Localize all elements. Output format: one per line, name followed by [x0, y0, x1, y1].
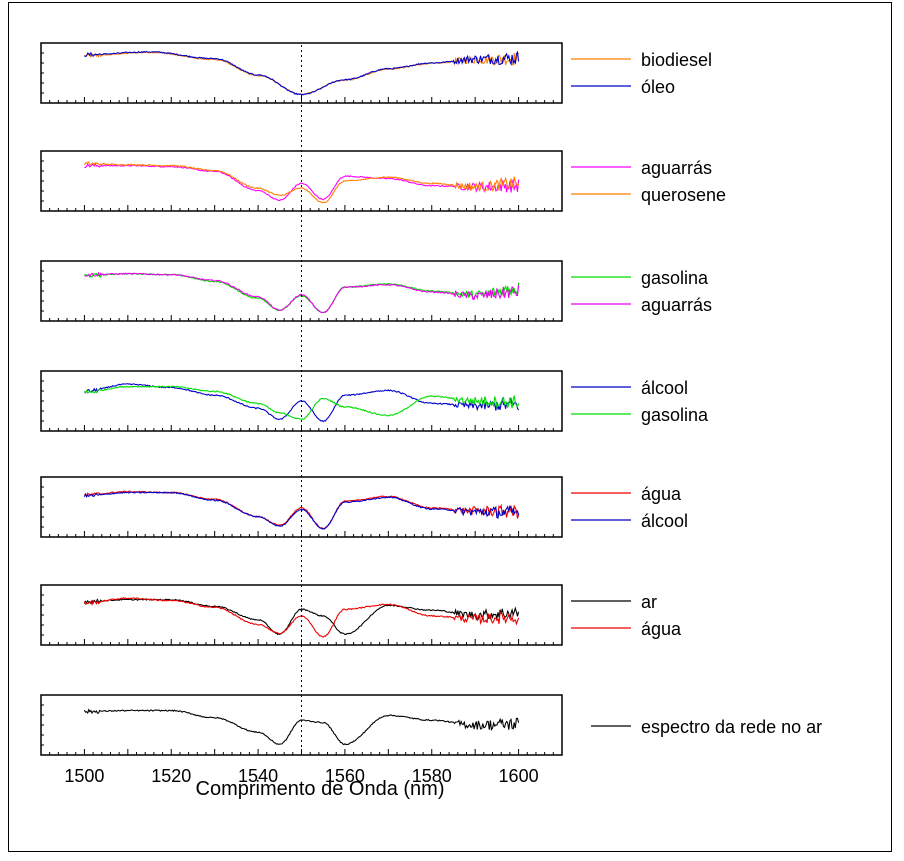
panel-4: álcool gasolina: [40, 370, 709, 432]
legend-label: álcool: [641, 511, 688, 531]
legend-label: álcool: [641, 378, 688, 398]
series-line-biodiesel: [83, 50, 520, 95]
panel-3: gasolina aguarrás: [40, 260, 712, 322]
chart-panels: biodiesel óleo aguarrás querosene gasolina ag…: [40, 42, 822, 756]
panel-1: biodiesel óleo: [40, 42, 712, 104]
series-line-gasolina: [83, 385, 520, 420]
legend-label: gasolina: [641, 268, 709, 288]
series-line-espectro-da-rede-no-ar: [83, 708, 520, 746]
series-line-óleo: [84, 50, 520, 96]
figure-frame: biodiesel óleo aguarrás querosene gasolina ag…: [8, 2, 892, 852]
x-tick-label: 1580: [412, 766, 452, 786]
legend-label: querosene: [641, 185, 726, 205]
x-tick-label: 1500: [64, 766, 104, 786]
x-axis: 1500 1520 1540 1560 1580 1600: [64, 766, 538, 786]
legend-label: água: [641, 484, 682, 504]
panel-2: aguarrás querosene: [40, 150, 726, 212]
legend-label: aguarrás: [641, 158, 712, 178]
legend-label: ar: [641, 592, 657, 612]
series-line-álcool: [83, 491, 520, 530]
x-axis-label: Comprimento de Onda (nm): [196, 778, 445, 800]
x-tick-label: 1600: [499, 766, 539, 786]
x-tick-label: 1560: [325, 766, 365, 786]
legend-label: aguarrás: [641, 295, 712, 315]
chart-svg: biodiesel óleo aguarrás querosene gasolina ag…: [40, 42, 822, 800]
series-line-aguarrás: [84, 271, 520, 314]
panel-7: espectro da rede no ar: [40, 694, 822, 756]
legend-label: biodiesel: [641, 50, 712, 70]
legend-label: gasolina: [641, 405, 709, 425]
legend-label: óleo: [641, 77, 675, 97]
series-line-aguarrás: [84, 162, 520, 201]
legend-label: água: [641, 619, 682, 639]
panel-6: ar água: [40, 584, 682, 646]
series-line-querosene: [83, 161, 520, 204]
panel-5: água álcool: [40, 476, 688, 538]
legend-label: espectro da rede no ar: [641, 717, 822, 737]
x-tick-label: 1540: [238, 766, 278, 786]
x-tick-label: 1520: [151, 766, 191, 786]
